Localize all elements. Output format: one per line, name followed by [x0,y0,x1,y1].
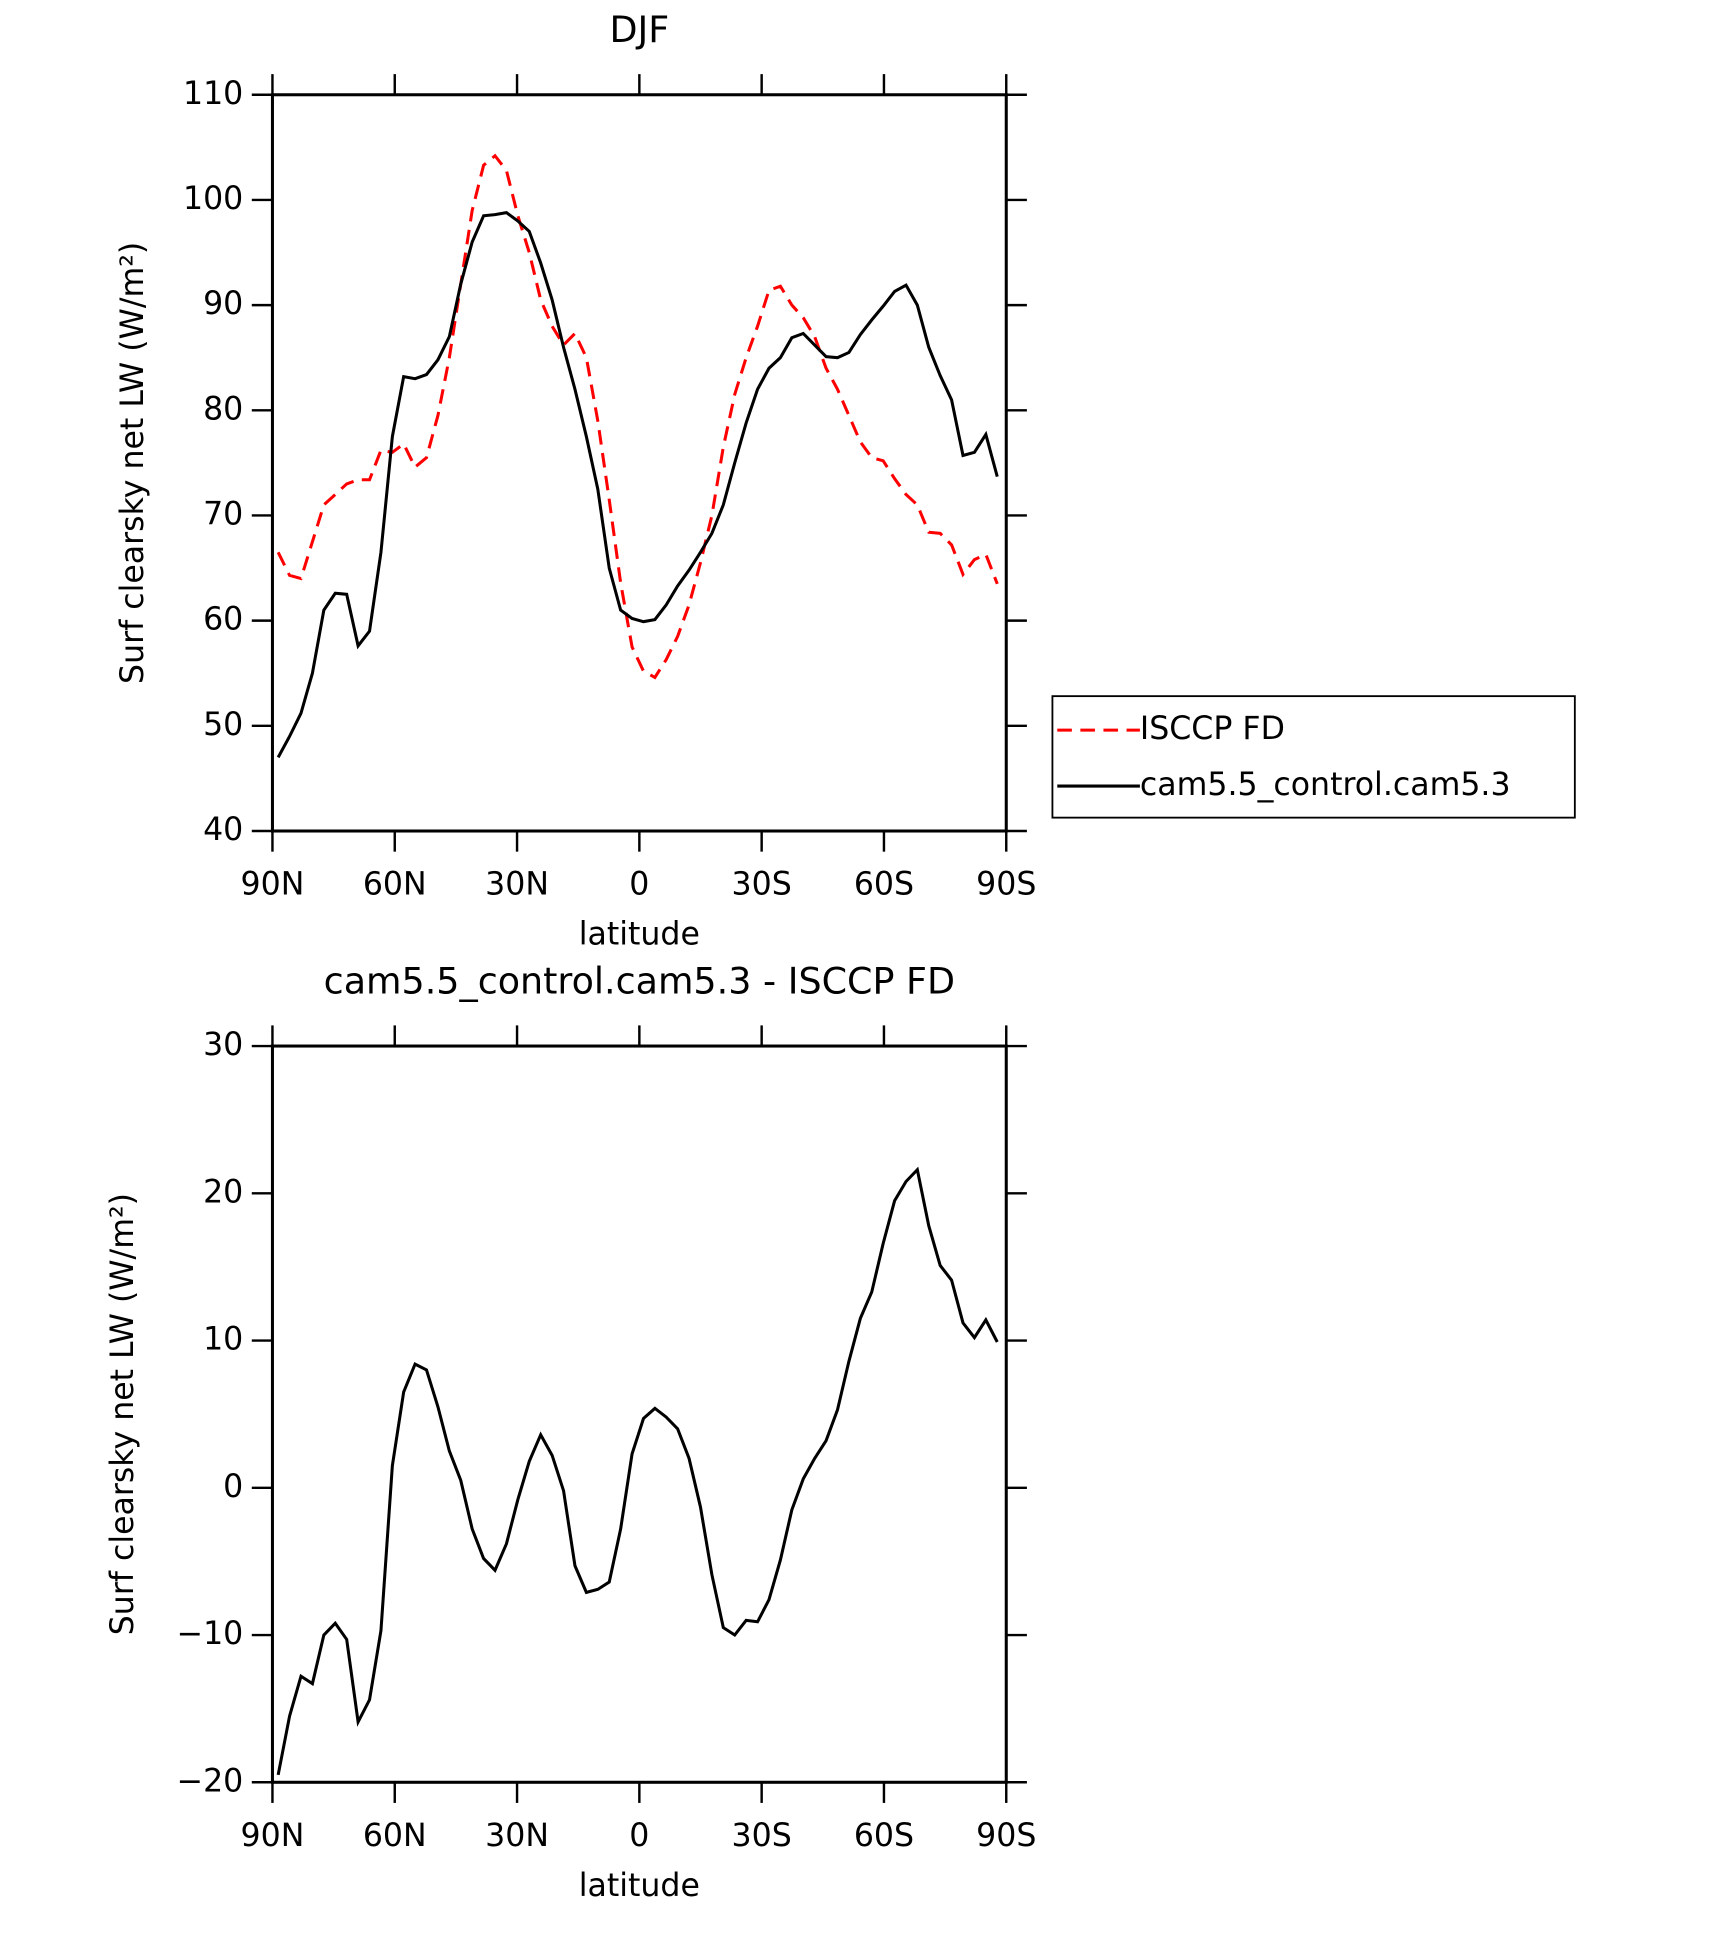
legend-label: cam5.5_control.cam5.3 [1140,767,1511,803]
x-tick-label: 30S [732,867,792,903]
x-axis-label: latitude [579,1868,700,1904]
x-tick-label: 90S [976,1818,1036,1854]
x-tick-label: 60N [363,1818,427,1854]
chart-title: DJF [609,8,669,51]
x-tick-label: 60S [854,867,914,903]
y-tick-label: −20 [177,1763,244,1799]
y-tick-label: 70 [203,496,243,532]
x-tick-label: 90S [976,867,1036,903]
y-tick-label: 100 [183,181,243,217]
y-axis-label: Surf clearsky net LW (W/m²) [115,242,151,684]
plot-frame [270,93,1008,833]
y-tick-label: 30 [203,1027,243,1063]
x-tick-label: 30S [732,1818,792,1854]
y-tick-label: 10 [203,1322,243,1358]
x-tick-label: 90N [241,867,305,903]
x-tick-label: 60N [363,867,427,903]
data-line [276,210,999,759]
y-tick-label: −10 [177,1616,244,1652]
y-axis-label: Surf clearsky net LW (W/m²) [105,1193,141,1635]
y-tick-label: 90 [203,286,243,322]
y-tick-label: 20 [203,1174,243,1210]
data-line [276,1166,999,1776]
x-tick-label: 0 [629,867,649,903]
x-tick-label: 30N [485,1818,549,1854]
x-axis-label: latitude [579,916,700,952]
y-tick-label: 40 [203,812,243,848]
x-tick-label: 60S [854,1818,914,1854]
plot-frame [270,1044,1008,1784]
legend-label: ISCCP FD [1140,711,1285,747]
y-tick-label: 50 [203,707,243,743]
x-tick-label: 0 [629,1818,649,1854]
y-tick-label: 110 [183,76,243,112]
y-tick-label: 60 [203,602,243,638]
legend-box [1051,695,1576,819]
x-tick-label: 30N [485,867,549,903]
y-tick-label: 80 [203,391,243,427]
y-tick-label: 0 [223,1469,243,1505]
chart-title: cam5.5_control.cam5.3 - ISCCP FD [324,959,955,1002]
data-line [276,153,999,680]
x-tick-label: 90N [241,1818,305,1854]
